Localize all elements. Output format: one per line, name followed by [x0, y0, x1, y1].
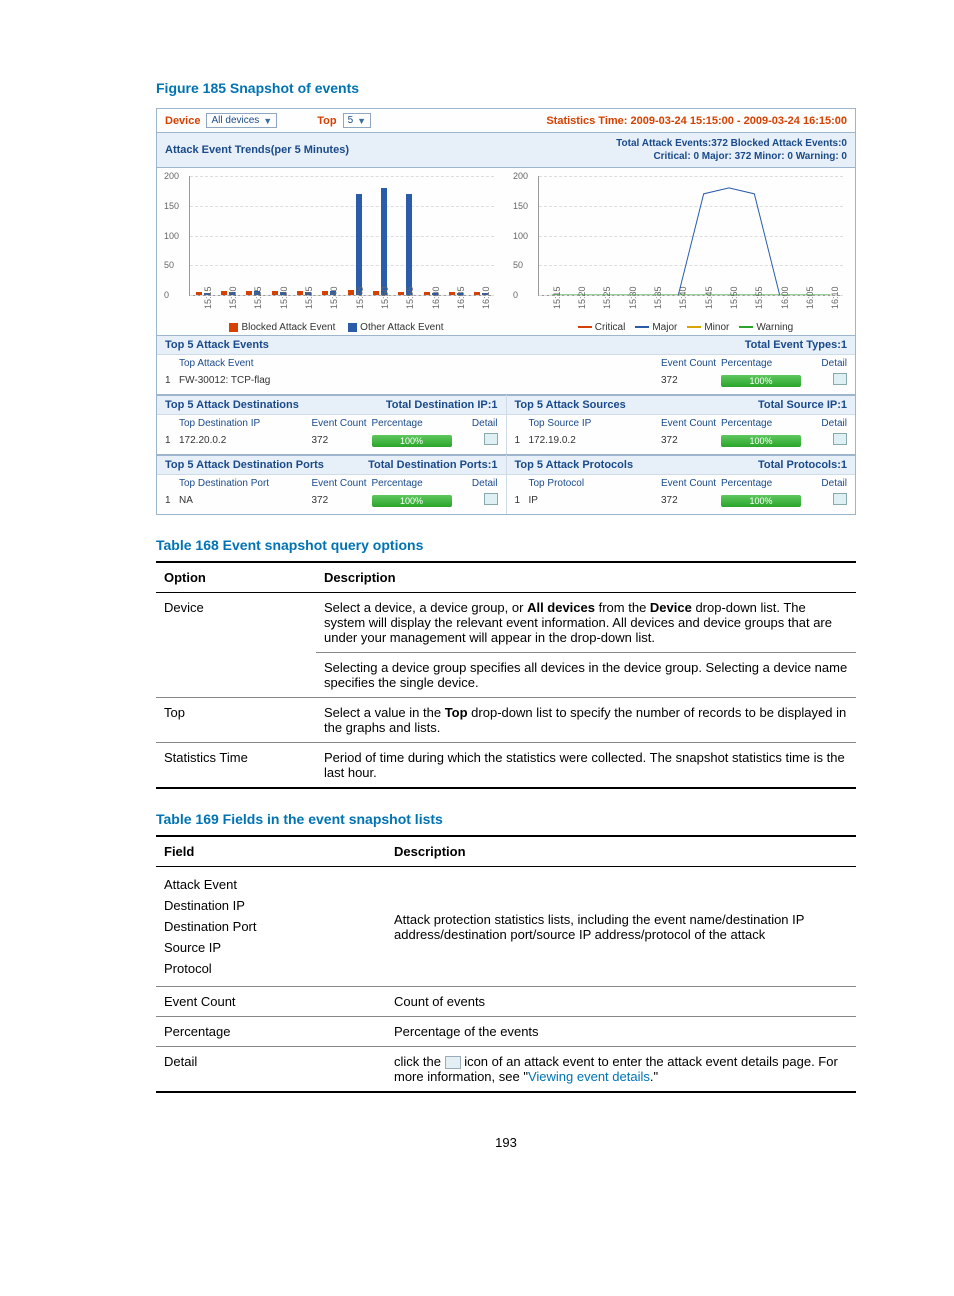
- table-168-header-option: Option: [156, 562, 316, 593]
- summary-line-2: Critical: 0 Major: 372 Minor: 0 Warning:…: [616, 150, 847, 163]
- opt-device: Device: [156, 593, 316, 698]
- detail-icon[interactable]: [833, 433, 847, 445]
- legend-blocked: Blocked Attack Event: [241, 322, 335, 333]
- list-item: 1FW-30012: TCP-flag372100%: [165, 371, 847, 390]
- chevron-down-icon: ▼: [263, 116, 272, 126]
- table-169-title: Table 169 Fields in the event snapshot l…: [156, 811, 856, 827]
- detail-icon[interactable]: [484, 493, 498, 505]
- device-label: Device: [165, 115, 200, 127]
- severity-line-chart: 05010015020015:1515:2015:2515:3015:3515:…: [538, 176, 843, 296]
- desc-stats-time: Period of time during which the statisti…: [316, 743, 856, 789]
- chart1-legend: Blocked Attack Event Other Attack Event: [161, 322, 502, 333]
- trends-title: Attack Event Trends(per 5 Minutes): [165, 144, 349, 156]
- device-dropdown[interactable]: All devices ▼: [206, 113, 277, 128]
- table-168-title: Table 168 Event snapshot query options: [156, 537, 856, 553]
- table-169: Field Description Attack EventDestinatio…: [156, 835, 856, 1093]
- table-168-header-desc: Description: [316, 562, 856, 593]
- list-item: 1NA372100%: [165, 491, 498, 510]
- list-item: 1IP372100%: [515, 491, 848, 510]
- opt-top: Top: [156, 698, 316, 743]
- desc-device-1: Select a device, a device group, or All …: [316, 593, 856, 653]
- event-snapshot-panel: Device All devices ▼ Top 5 ▼ Statistics …: [156, 108, 856, 515]
- table-168: Option Description Device Select a devic…: [156, 561, 856, 789]
- chart2-legend: CriticalMajorMinorWarning: [510, 322, 851, 333]
- detail-icon[interactable]: [484, 433, 498, 445]
- list-item: 1172.20.0.2372100%: [165, 431, 498, 450]
- list-item: 1172.19.0.2372100%: [515, 431, 848, 450]
- top-dropdown-value: 5: [348, 115, 354, 126]
- desc-device-2: Selecting a device group specifies all d…: [316, 653, 856, 698]
- detail-icon[interactable]: [833, 493, 847, 505]
- page-number: 193: [156, 1135, 856, 1150]
- top-label: Top: [317, 115, 336, 127]
- desc-top: Select a value in the Top drop-down list…: [316, 698, 856, 743]
- viewing-event-details-link[interactable]: Viewing event details: [528, 1069, 650, 1084]
- top-dropdown[interactable]: 5 ▼: [343, 113, 371, 128]
- attack-trend-bar-chart: 05010015020015:1515:2015:2515:3015:3515:…: [189, 176, 494, 296]
- filter-bar: Device All devices ▼ Top 5 ▼ Statistics …: [157, 109, 855, 132]
- statistics-time-label: Statistics Time: 2009-03-24 15:15:00 - 2…: [546, 115, 847, 127]
- chevron-down-icon: ▼: [357, 116, 366, 126]
- detail-icon[interactable]: [833, 373, 847, 385]
- summary-line-1: Total Attack Events:372 Blocked Attack E…: [616, 137, 847, 150]
- table-169-header-desc: Description: [386, 836, 856, 867]
- opt-stats-time: Statistics Time: [156, 743, 316, 789]
- legend-other: Other Attack Event: [360, 322, 443, 333]
- detail-icon: [445, 1056, 461, 1069]
- device-dropdown-value: All devices: [211, 115, 259, 126]
- trends-header: Attack Event Trends(per 5 Minutes) Total…: [157, 132, 855, 168]
- figure-title: Figure 185 Snapshot of events: [156, 80, 856, 96]
- table-169-header-field: Field: [156, 836, 386, 867]
